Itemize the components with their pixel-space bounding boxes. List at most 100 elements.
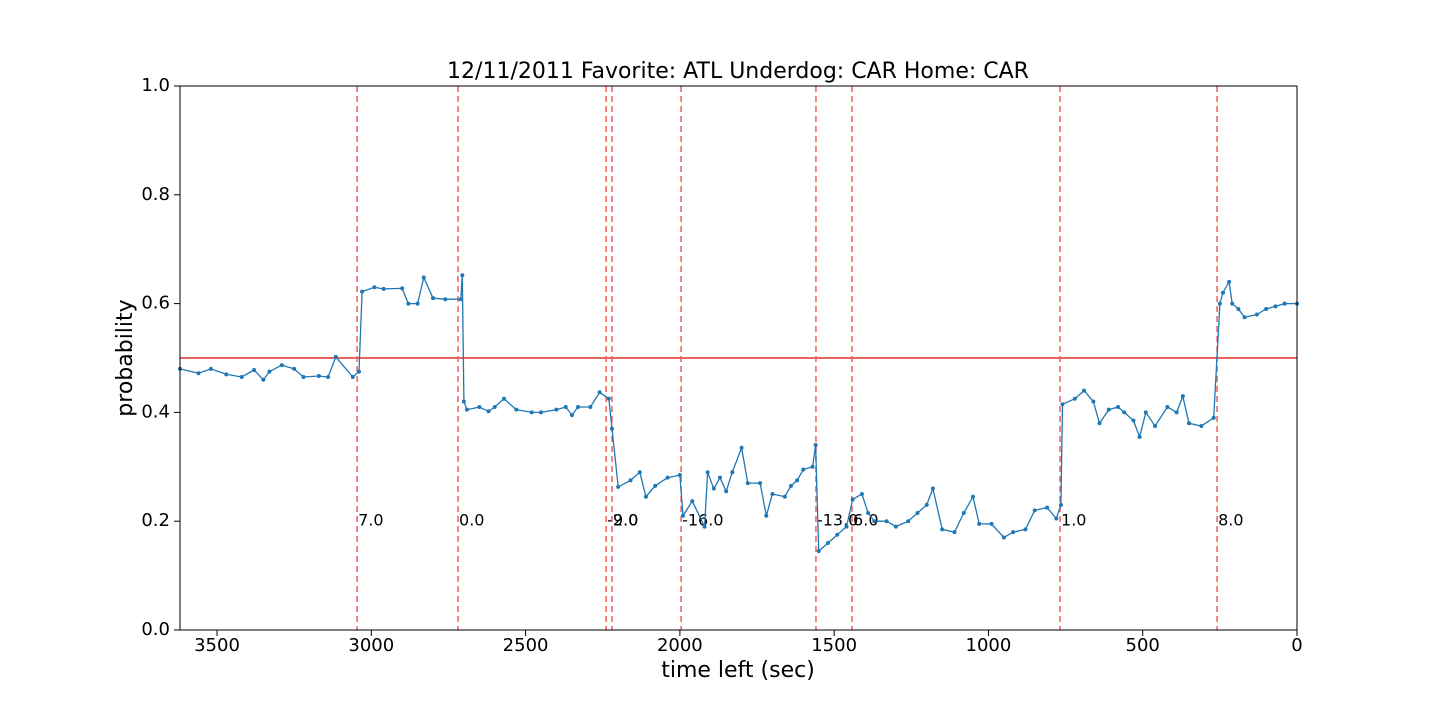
point: [292, 366, 297, 371]
point: [1242, 315, 1247, 320]
event-label: 9.0: [613, 511, 638, 530]
point: [501, 396, 506, 401]
point: [279, 363, 284, 368]
point: [906, 519, 911, 524]
event-label: -13.0: [817, 511, 858, 530]
point: [606, 396, 611, 401]
event-label: -2.0: [607, 511, 638, 530]
point: [810, 464, 815, 469]
point: [680, 513, 685, 518]
point: [372, 285, 377, 290]
event-label: 6.0: [853, 511, 878, 530]
y-tick-label: 0.8: [141, 184, 170, 205]
point: [739, 445, 744, 450]
y-tick-label: 0.4: [141, 401, 170, 422]
point: [1211, 415, 1216, 420]
point: [730, 470, 735, 475]
point: [758, 481, 763, 486]
point: [208, 366, 213, 371]
point: [961, 511, 966, 516]
point: [872, 519, 877, 524]
point: [1054, 516, 1059, 521]
point: [971, 494, 976, 499]
point: [1097, 421, 1102, 426]
x-axis-label: time left (sec): [661, 658, 815, 683]
y-axis-label: probability: [113, 299, 138, 416]
point: [1091, 399, 1096, 404]
point: [1230, 301, 1235, 306]
point: [563, 404, 568, 409]
point: [1236, 307, 1241, 312]
point: [460, 273, 465, 278]
point: [628, 478, 633, 483]
point: [677, 472, 682, 477]
point: [1180, 394, 1185, 399]
point: [690, 499, 695, 504]
point: [1282, 301, 1287, 306]
y-tick-label: 1.0: [141, 75, 170, 96]
point: [924, 502, 929, 507]
point: [1174, 410, 1179, 415]
point: [539, 410, 544, 415]
point: [1264, 307, 1269, 312]
series-line: [179, 275, 1297, 553]
point: [816, 549, 821, 554]
point: [717, 475, 722, 480]
point: [196, 371, 201, 376]
point: [782, 494, 787, 499]
point: [893, 524, 898, 529]
point: [653, 483, 658, 488]
y-tick-label: 0.0: [141, 619, 170, 640]
point: [569, 413, 574, 418]
point: [421, 275, 426, 280]
point: [356, 369, 361, 374]
point: [492, 404, 497, 409]
point: [989, 521, 994, 526]
point: [267, 369, 272, 374]
point: [239, 375, 244, 380]
x-tick-label: 0: [1291, 635, 1302, 656]
point: [1072, 396, 1077, 401]
point: [1106, 407, 1111, 412]
point: [316, 373, 321, 378]
point: [1060, 402, 1065, 407]
point: [764, 513, 769, 518]
point: [224, 372, 229, 377]
plot-frame: [179, 85, 1298, 631]
point: [333, 354, 338, 359]
point: [702, 524, 707, 529]
x-tick-label: 2500: [503, 635, 549, 656]
point: [795, 478, 800, 483]
point: [616, 484, 621, 489]
chart-title: 12/11/2011 Favorite: ATL Underdog: CAR H…: [447, 59, 1029, 84]
point: [576, 404, 581, 409]
point: [1254, 312, 1259, 317]
point: [1273, 304, 1278, 309]
point: [486, 409, 491, 414]
point: [930, 486, 935, 491]
point: [443, 297, 448, 302]
x-tick-label: 500: [1126, 635, 1160, 656]
point: [643, 494, 648, 499]
point: [770, 492, 775, 496]
event-label: -16.0: [682, 511, 723, 530]
point: [1217, 301, 1222, 306]
point: [326, 375, 331, 380]
point: [801, 467, 806, 472]
point: [724, 489, 729, 494]
point: [381, 286, 386, 291]
point: [825, 540, 830, 545]
point: [261, 377, 266, 382]
y-tick-label: 0.6: [141, 293, 170, 314]
point: [884, 519, 889, 524]
point: [431, 296, 436, 301]
event-label: 8.0: [1218, 511, 1243, 530]
point: [1199, 424, 1204, 428]
point: [477, 404, 482, 409]
point: [400, 286, 405, 291]
point: [588, 404, 593, 409]
point: [554, 407, 559, 412]
point: [458, 297, 463, 302]
point: [1137, 434, 1142, 439]
point: [1153, 424, 1158, 428]
